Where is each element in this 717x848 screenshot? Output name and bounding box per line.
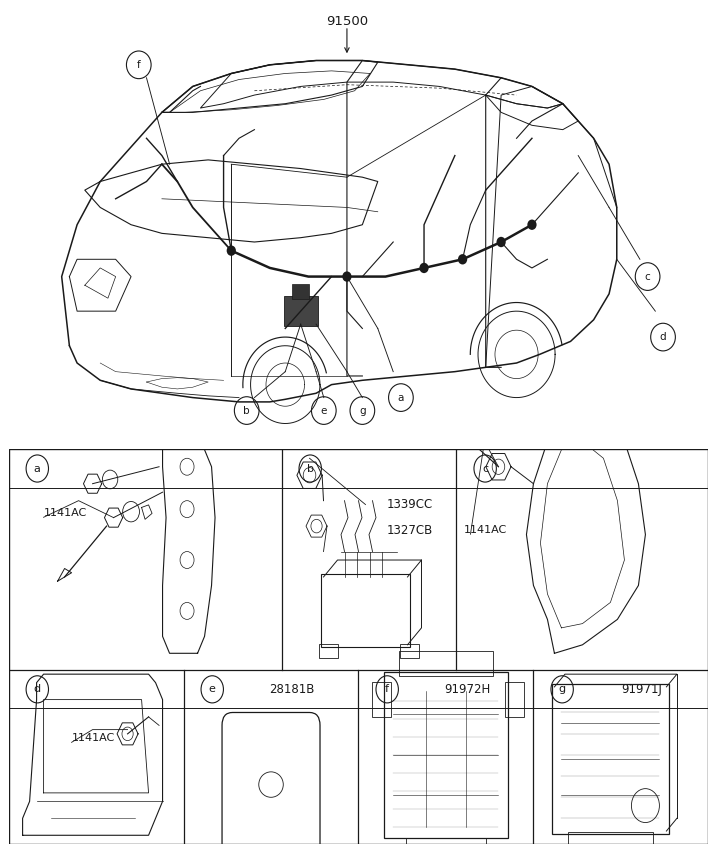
Text: d: d — [34, 684, 41, 695]
Text: b: b — [243, 405, 250, 416]
Text: 91972H: 91972H — [444, 683, 490, 696]
Text: e: e — [209, 684, 216, 695]
Text: 91971J: 91971J — [622, 683, 663, 696]
Text: a: a — [398, 393, 404, 403]
Text: b: b — [307, 464, 314, 473]
Text: f: f — [137, 60, 141, 70]
Circle shape — [419, 263, 429, 273]
Circle shape — [496, 237, 505, 248]
Text: d: d — [660, 332, 666, 342]
Circle shape — [227, 245, 236, 256]
Text: 1141AC: 1141AC — [72, 734, 115, 743]
Text: 28181B: 28181B — [270, 683, 315, 696]
Text: f: f — [385, 684, 389, 695]
Text: e: e — [320, 405, 327, 416]
Text: c: c — [482, 464, 488, 473]
FancyBboxPatch shape — [284, 297, 318, 326]
FancyBboxPatch shape — [293, 284, 309, 299]
Circle shape — [458, 254, 467, 265]
Text: 91500: 91500 — [326, 15, 368, 28]
Text: g: g — [559, 684, 566, 695]
Text: a: a — [34, 464, 41, 473]
Text: c: c — [645, 271, 650, 282]
Text: 1141AC: 1141AC — [463, 525, 507, 535]
Text: 1339CC: 1339CC — [386, 498, 433, 511]
Circle shape — [527, 220, 536, 230]
Text: 1141AC: 1141AC — [44, 508, 87, 518]
Text: 1327CB: 1327CB — [386, 523, 433, 537]
Text: g: g — [359, 405, 366, 416]
Circle shape — [342, 271, 351, 282]
